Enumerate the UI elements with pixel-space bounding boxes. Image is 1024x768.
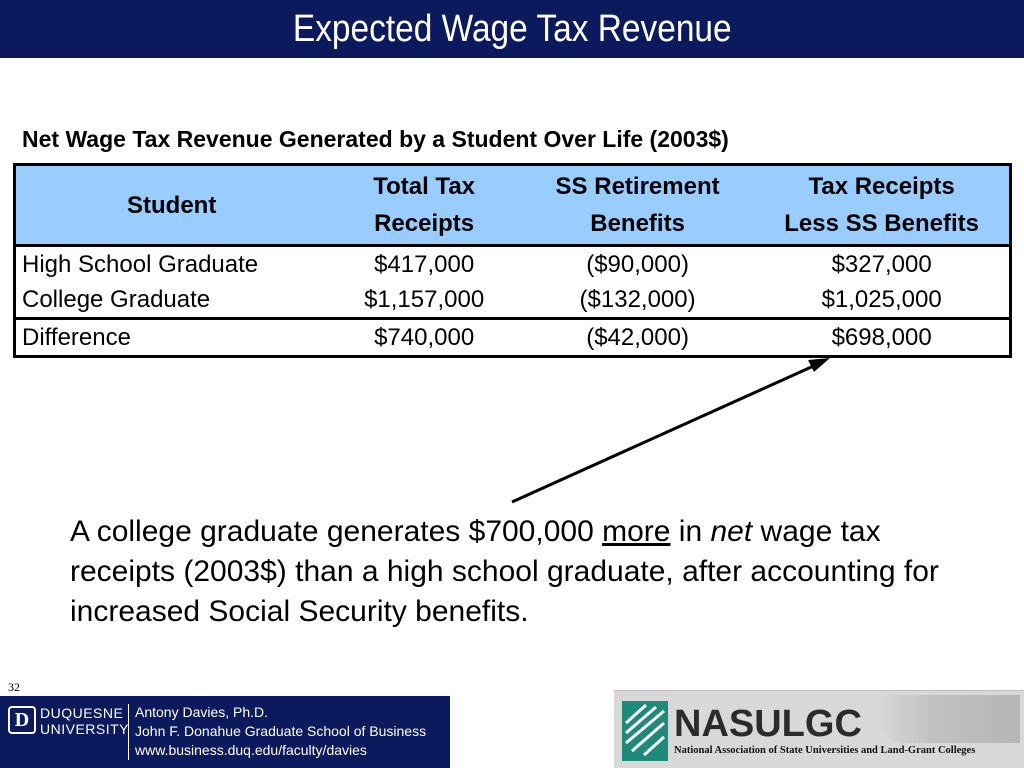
summary-text: A college graduate generates $700,000 mo… [70,515,939,628]
cell-total-tax: $417,000 [374,251,475,278]
cell-net-receipts: $1,025,000 [821,286,942,313]
cell-net-receipts: $327,000 [831,251,932,278]
school-name: John F. Donahue Graduate School of Busin… [135,723,427,739]
summary-emphasis-net: net [710,515,753,548]
table-row-difference: Difference $740,000 ($42,000) $698,000 [14,318,1011,357]
author-name: Antony Davies, Ph.D. [135,704,269,720]
callout-arrow-head [808,358,830,372]
nasulgc-footer: NASULGC National Association of State Un… [614,690,1024,768]
table-row: College Graduate $1,157,000 ($132,000) $… [15,282,1011,319]
cell-ss-benefits: ($132,000) [579,286,696,313]
cell-ss-benefits: ($90,000) [586,251,689,278]
title-bar: Expected Wage Tax Revenue [0,0,1024,58]
author-info: Antony Davies, Ph.D. John F. Donahue Gra… [135,703,426,760]
table-row: High School Graduate $417,000 ($90,000) … [15,246,1011,283]
header-net-receipts: Tax Receipts Less SS Benefits [784,173,979,237]
cell-student: Difference [22,324,131,351]
duquesne-footer: D DUQUESNE UNIVERSITY Antony Davies, Ph.… [0,696,450,768]
cell-total-tax: $740,000 [374,324,475,351]
cell-net-receipts: $698,000 [831,324,932,351]
cell-ss-benefits: ($42,000) [586,324,689,351]
slide-title: Expected Wage Tax Revenue [292,7,732,50]
summary-emphasis-more: more [602,515,671,548]
university-name: DUQUESNE UNIVERSITY [40,705,130,737]
table-header-row: Student Total Tax Receipts SS Retirement B… [14,164,1011,246]
nasulgc-full-name: National Association of State Universiti… [674,745,976,756]
footer-divider [128,704,129,760]
page-number: 32 [8,680,20,694]
header-student: Student [127,191,217,219]
duquesne-logo-icon: D [8,706,36,734]
cell-total-tax: $1,157,000 [364,286,485,313]
callout-arrow-line [511,362,819,504]
wage-tax-table: Student Total Tax Receipts SS Retirement B… [13,163,1012,358]
nasulgc-logo-icon [622,701,668,761]
nasulgc-wordmark: NASULGC [674,703,862,745]
header-total-tax: Total Tax Receipts [373,173,476,237]
cell-student: High School Graduate [22,251,259,278]
table-caption: Net Wage Tax Revenue Generated by a Stud… [22,126,729,152]
faculty-url: www.business.duq.edu/faculty/davies [135,742,367,758]
cell-student: College Graduate [22,286,211,313]
header-ss-benefits: SS Retirement Benefits [555,173,720,237]
graduates-photo [876,695,1020,743]
